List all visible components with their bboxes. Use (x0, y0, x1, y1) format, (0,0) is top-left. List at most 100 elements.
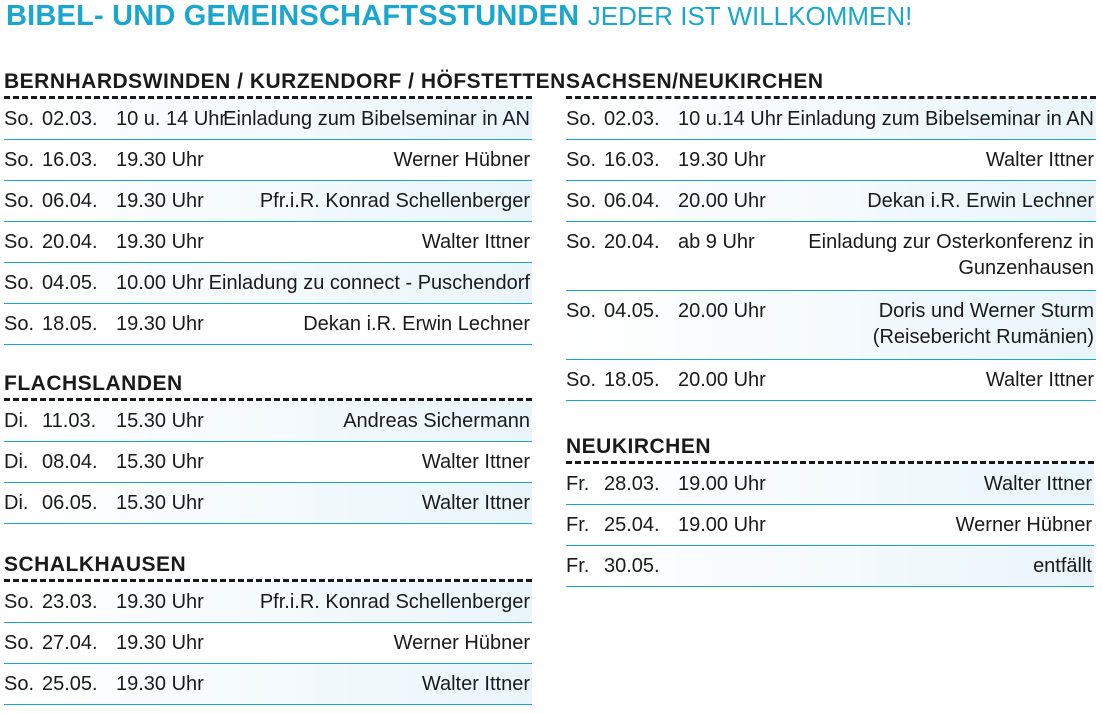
time-cell: 15.30 Uhr (116, 492, 204, 514)
section-title: NEUKIRCHEN (566, 433, 1094, 464)
schedule-row: So. 20.04. ab 9 Uhr Einladung zur Osterkonf… (566, 222, 1096, 291)
schedule-list: So. 02.03. 10 u.14 Uhr Einladung zum Bibels… (566, 99, 1096, 401)
event-line: Pfr.i.R. Konrad Schellenberger (259, 190, 530, 212)
section-title: SACHSEN/NEUKIRCHEN (566, 68, 1096, 99)
section-title: FLACHSLANDEN (4, 370, 532, 401)
event-cell: Andreas Sichermann (343, 408, 530, 434)
event-cell: Einladung zum Bibelseminar in AN (787, 106, 1094, 132)
date-cell: 11.03. (42, 410, 97, 432)
schedule-list: Di. 11.03. 15.30 Uhr Andreas Sichermann Di. 0… (4, 401, 532, 524)
date-cell: 04.05. (42, 272, 98, 294)
event-line: Werner Hübner (955, 514, 1092, 536)
event-line: Doris und Werner Sturm (878, 300, 1094, 322)
time-cell: 15.30 Uhr (116, 410, 204, 432)
date-cell: 08.04. (42, 451, 98, 473)
event-cell: Werner Hübner (394, 147, 530, 173)
time-cell: 19.30 Uhr (116, 673, 204, 695)
weekday-cell: So. (4, 108, 35, 130)
time-cell: 19.00 Uhr (678, 514, 766, 536)
time-cell: 20.00 Uhr (678, 190, 766, 212)
event-cell: Werner Hübner (394, 630, 530, 656)
schedule-row: So. 04.05. 20.00 Uhr Doris und Werner Sturm… (566, 291, 1096, 360)
weekday-cell: So. (4, 591, 35, 613)
event-line: Walter Ittner (985, 149, 1094, 171)
weekday-cell: So. (4, 632, 35, 654)
date-cell: 02.03. (42, 108, 98, 130)
section-flachslanden: FLACHSLANDEN Di. 11.03. 15.30 Uhr Andreas S… (4, 370, 532, 524)
date-cell: 18.05. (42, 313, 98, 335)
date-cell: 25.04. (604, 514, 660, 536)
time-cell: 19.30 Uhr (116, 149, 204, 171)
weekday-cell: So. (566, 369, 597, 391)
page-title-subtitle: JEDER IST WILLKOMMEN! (587, 1, 913, 31)
schedule-row: Fr. 30.05. entfällt (566, 546, 1094, 587)
time-cell: 15.30 Uhr (116, 451, 204, 473)
event-line: Einladung zur Osterkonferenz in (808, 231, 1094, 253)
event-cell: Dekan i.R. Erwin Lechner (303, 311, 530, 337)
event-cell: entfällt (1033, 553, 1092, 579)
event-cell: Einladung zu connect - Puschendorf (209, 270, 530, 296)
weekday-cell: So. (4, 272, 35, 294)
section-title: BERNHARDSWINDEN / KURZENDORF / HÖFSTETTE… (4, 68, 565, 99)
event-line: Einladung zum Bibelseminar in AN (223, 108, 530, 130)
event-line: Pfr.i.R. Konrad Schellenberger (259, 591, 530, 613)
event-cell: Pfr.i.R. Konrad Schellenberger (260, 589, 530, 615)
event-line: Walter Ittner (421, 451, 530, 473)
time-cell: 20.00 Uhr (678, 369, 766, 391)
weekday-cell: So. (4, 313, 35, 335)
schedule-row: So. 02.03. 10 u.14 Uhr Einladung zum Bibels… (566, 99, 1096, 140)
schedule-row: Fr. 28.03. 19.00 Uhr Walter Ittner (566, 464, 1094, 505)
weekday-cell: So. (566, 300, 597, 322)
event-cell: Walter Ittner (422, 671, 530, 697)
date-cell: 02.03. (604, 108, 660, 130)
date-cell: 18.05. (604, 369, 660, 391)
date-cell: 06.05. (42, 492, 98, 514)
weekday-cell: So. (566, 108, 597, 130)
event-line: Werner Hübner (393, 149, 530, 171)
schedule-row: So. 18.05. 20.00 Uhr Walter Ittner (566, 360, 1096, 401)
event-cell: Doris und Werner Sturm (Reisebericht Rumä… (873, 298, 1094, 350)
weekday-cell: So. (566, 149, 597, 171)
event-line: Andreas Sichermann (343, 410, 530, 432)
event-line: entfällt (1033, 555, 1092, 577)
date-cell: 30.05. (604, 555, 660, 577)
weekday-cell: So. (4, 190, 35, 212)
weekday-cell: Di. (4, 451, 29, 473)
schedule-row: So. 16.03. 19.30 Uhr Werner Hübner (4, 140, 532, 181)
event-cell: Einladung zur Osterkonferenz in Gunzenhau… (808, 229, 1094, 281)
time-cell: 10 u. 14 Uhr (116, 108, 227, 130)
date-cell: 20.04. (42, 231, 98, 253)
event-cell: Walter Ittner (422, 490, 530, 516)
time-cell: 19.30 Uhr (116, 632, 204, 654)
schedule-row: So. 06.04. 20.00 Uhr Dekan i.R. Erwin Lechn… (566, 181, 1096, 222)
schedule-list: Fr. 28.03. 19.00 Uhr Walter Ittner Fr. 25.04.… (566, 464, 1094, 587)
event-cell: Werner Hübner (956, 512, 1092, 538)
section-neukirchen: NEUKIRCHEN Fr. 28.03. 19.00 Uhr Walter Ittn… (566, 433, 1094, 587)
event-line: Einladung zu connect - Puschendorf (208, 272, 530, 294)
section-bernhardswinden: BERNHARDSWINDEN / KURZENDORF / HÖFSTETTE… (4, 68, 565, 345)
weekday-cell: So. (4, 149, 35, 171)
time-cell: 19.30 Uhr (678, 149, 766, 171)
date-cell: 20.04. (604, 231, 660, 253)
time-cell: 10.00 Uhr (116, 272, 204, 294)
schedule-row: So. 20.04. 19.30 Uhr Walter Ittner (4, 222, 532, 263)
schedule-row: So. 18.05. 19.30 Uhr Dekan i.R. Erwin Lechn… (4, 304, 532, 345)
event-line: Walter Ittner (983, 473, 1092, 495)
weekday-cell: Fr. (566, 555, 590, 577)
event-cell: Walter Ittner (984, 471, 1092, 497)
section-schalkhausen: SCHALKHAUSEN So. 23.03. 19.30 Uhr Pfr.i.R. … (4, 551, 532, 705)
time-cell: 10 u.14 Uhr (678, 108, 783, 130)
event-line: Walter Ittner (985, 369, 1094, 391)
event-line-2: (Reisebericht Rumänien) (872, 326, 1094, 348)
date-cell: 23.03. (42, 591, 98, 613)
event-line: Walter Ittner (421, 673, 530, 695)
time-cell: 19.30 Uhr (116, 313, 204, 335)
schedule-row: Di. 06.05. 15.30 Uhr Walter Ittner (4, 483, 532, 524)
schedule-row: Di. 08.04. 15.30 Uhr Walter Ittner (4, 442, 532, 483)
event-cell: Dekan i.R. Erwin Lechner (867, 188, 1094, 214)
weekday-cell: So. (566, 190, 597, 212)
weekday-cell: Di. (4, 492, 29, 514)
event-line: Dekan i.R. Erwin Lechner (303, 313, 530, 335)
weekday-cell: So. (4, 231, 35, 253)
schedule-row: So. 23.03. 19.30 Uhr Pfr.i.R. Konrad Schell… (4, 582, 532, 623)
